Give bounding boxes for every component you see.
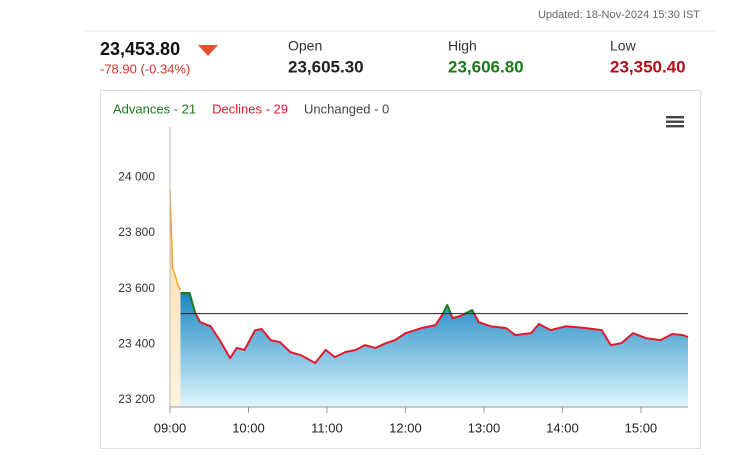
x-tick-label: 10:00 [232, 420, 265, 435]
area [170, 190, 181, 407]
price-change: -78.90 (-0.34%) [100, 61, 190, 76]
x-tick-label: 15:00 [625, 420, 658, 435]
area [180, 293, 688, 407]
x-tick-label: 12:00 [389, 420, 422, 435]
price-line [180, 292, 689, 364]
legend-item: Unchanged - 0 [304, 101, 389, 116]
down-arrow [198, 45, 218, 56]
legend-item: Advances - 21 [113, 101, 196, 116]
stat-label: Open [288, 38, 322, 54]
stat-label: High [448, 38, 477, 54]
plot: 23 200 23 400 23 600 23 800 24 000 09:00 10:00… [118, 127, 689, 435]
price: 23,453.80 [100, 39, 180, 59]
y-tick-label: 24 000 [118, 169, 155, 183]
stat-label: Low [610, 38, 637, 54]
y-tick-label: 23 600 [118, 281, 155, 295]
stats: Open 23,605.30 High 23,606.80 Low 23,350.40 [288, 38, 686, 77]
y-tick-label: 23 800 [118, 225, 155, 239]
x-tick-label: 09:00 [154, 420, 187, 435]
legend: Advances - 21 Declines - 29 Unchanged - 0 [113, 101, 389, 116]
price-line [169, 190, 182, 291]
y-tick-label: 23 400 [118, 336, 155, 350]
menu-bar [666, 125, 684, 128]
menu-bar [666, 120, 684, 123]
stat-value: 23,350.40 [610, 57, 686, 76]
x-tick-label: 14:00 [546, 420, 579, 435]
stat-value: 23,606.80 [448, 57, 524, 76]
menu-button[interactable] [664, 112, 686, 130]
stat-value: 23,605.30 [288, 57, 364, 76]
legend-item: Declines - 29 [212, 101, 288, 116]
y-tick-label: 23 200 [118, 392, 155, 406]
menu-bar [666, 116, 684, 119]
x-tick-label: 11:00 [311, 420, 343, 435]
x-tick-label: 13:00 [468, 420, 501, 435]
updated-time: Updated: 18-Nov-2024 15:30 IST [538, 9, 700, 21]
